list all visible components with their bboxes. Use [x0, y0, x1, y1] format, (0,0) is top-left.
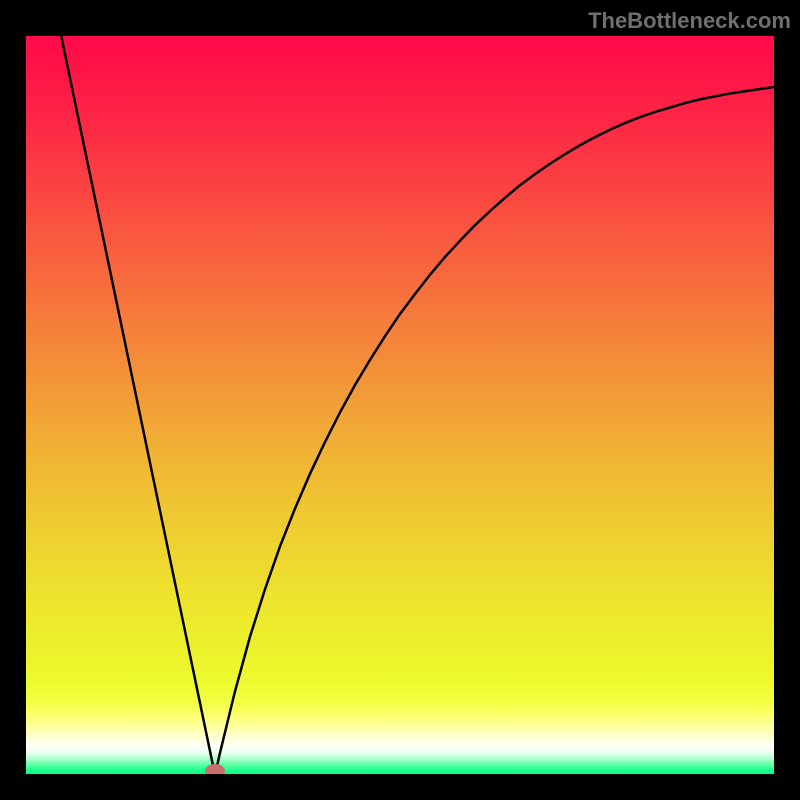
- chart-container: TheBottleneck.com: [0, 0, 800, 800]
- watermark-text: TheBottleneck.com: [588, 8, 791, 34]
- plot-area: [25, 35, 775, 775]
- optimum-marker: [205, 764, 225, 775]
- bottleneck-curve: [25, 35, 775, 775]
